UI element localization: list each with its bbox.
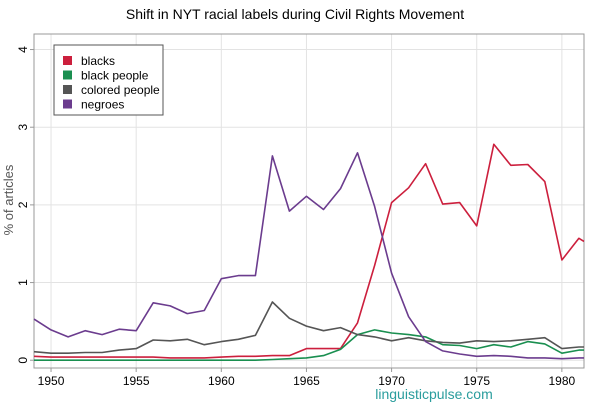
legend-label: colored people: [81, 83, 160, 97]
y-axis-label: % of articles: [1, 164, 16, 235]
axis-ticks: 0 1 2 3 4 1950 1955 1960 1965 1970 1975 1980: [16, 46, 576, 388]
series-line-negroes: [33, 152, 584, 360]
series-line-blacks: [33, 143, 585, 359]
x-tick-label: 1975: [463, 374, 490, 388]
series-line-black-people: [34, 329, 584, 362]
chart-title: Shift in NYT racial labels during Civil …: [126, 6, 464, 22]
y-tick-label: 2: [16, 201, 30, 208]
x-tick-label: 1955: [123, 374, 150, 388]
footer-credit: linguisticpulse.com: [375, 386, 493, 402]
legend-swatch: [63, 56, 72, 65]
legend-label: negroes: [81, 98, 124, 112]
legend-swatch: [63, 99, 72, 109]
y-tick-label: 1: [16, 279, 30, 286]
x-tick-label: 1980: [549, 374, 576, 388]
legend-box: [53, 44, 164, 116]
x-tick-label: 1970: [378, 374, 405, 388]
legend-label: blacks: [81, 54, 115, 68]
x-tick-label: 1965: [293, 374, 320, 388]
legend-swatch: [63, 85, 72, 94]
x-tick-label: 1950: [38, 374, 65, 388]
legend-label: black people: [81, 69, 149, 83]
series-lines: [33, 143, 585, 362]
y-tick-label: 3: [16, 124, 30, 131]
y-tick-label: 0: [16, 357, 30, 364]
legend-swatch: [63, 70, 72, 80]
x-tick-label: 1960: [208, 374, 235, 388]
series-line-colored-people: [33, 301, 584, 355]
grid: [34, 34, 584, 368]
plot-area: [33, 33, 585, 369]
y-tick-label: 4: [16, 46, 30, 53]
